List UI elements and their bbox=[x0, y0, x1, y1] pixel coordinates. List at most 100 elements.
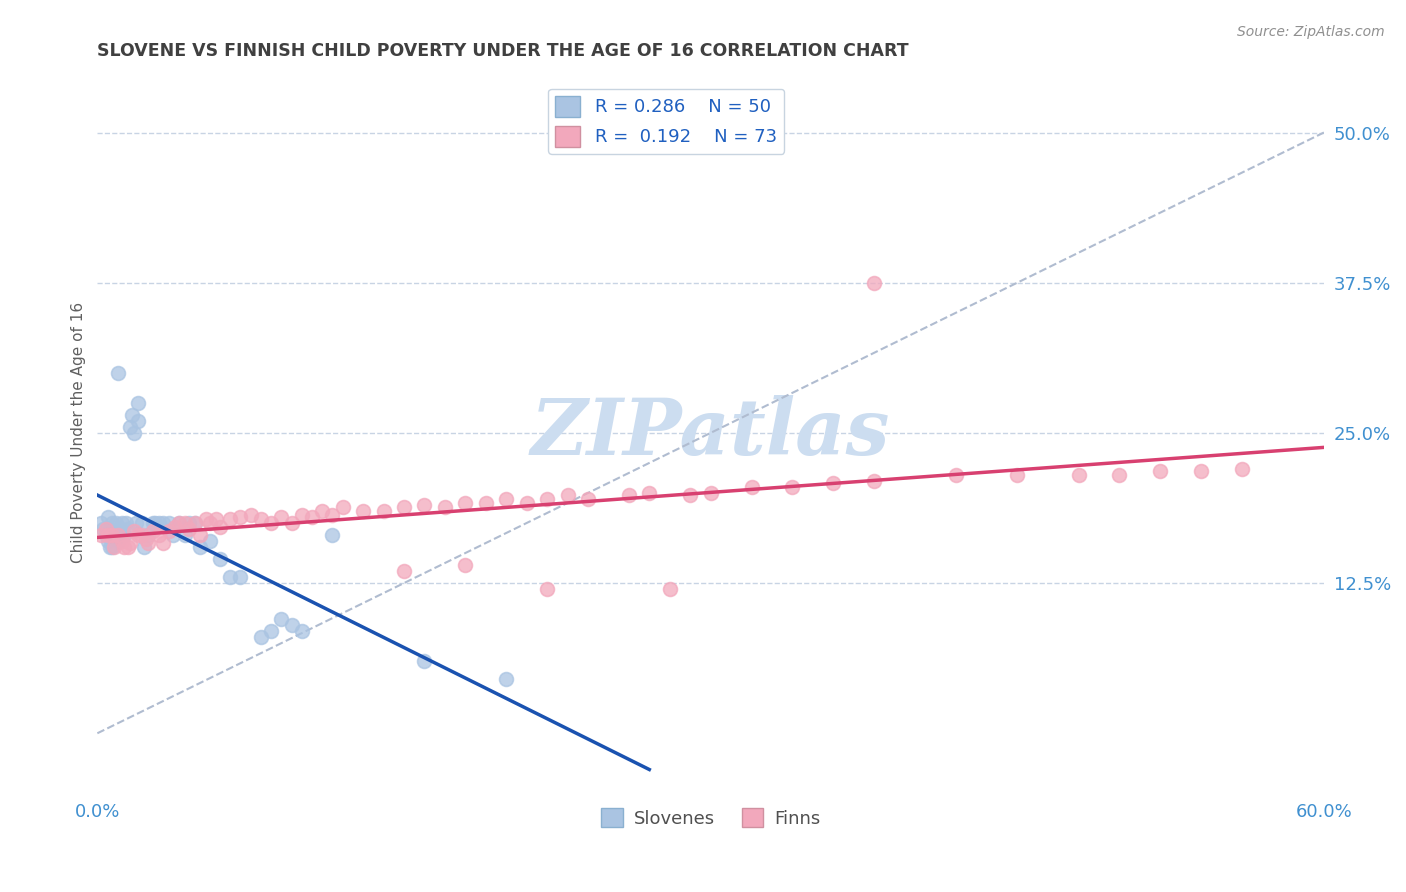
Point bbox=[270, 612, 292, 626]
Point bbox=[143, 516, 166, 530]
Point bbox=[97, 534, 120, 549]
Point bbox=[699, 486, 721, 500]
Point bbox=[115, 516, 138, 530]
Point bbox=[103, 528, 125, 542]
Point bbox=[157, 524, 180, 539]
Point bbox=[474, 495, 496, 509]
Point bbox=[1189, 464, 1212, 478]
Point bbox=[127, 414, 149, 428]
Text: ZIPatlas: ZIPatlas bbox=[531, 394, 890, 471]
Point bbox=[179, 522, 201, 536]
Point bbox=[495, 672, 517, 686]
Point bbox=[122, 524, 145, 539]
Point bbox=[1230, 462, 1253, 476]
Point bbox=[291, 508, 314, 522]
Point bbox=[163, 519, 186, 533]
Point bbox=[823, 476, 845, 491]
Point bbox=[658, 582, 681, 596]
Point bbox=[184, 516, 207, 530]
Text: SLOVENE VS FINNISH CHILD POVERTY UNDER THE AGE OF 16 CORRELATION CHART: SLOVENE VS FINNISH CHILD POVERTY UNDER T… bbox=[97, 42, 908, 60]
Point bbox=[194, 512, 217, 526]
Point bbox=[1149, 464, 1171, 478]
Point bbox=[125, 516, 148, 530]
Point bbox=[107, 528, 129, 542]
Point bbox=[152, 536, 174, 550]
Point bbox=[174, 516, 197, 530]
Point bbox=[1007, 467, 1029, 482]
Point bbox=[107, 534, 129, 549]
Point bbox=[219, 570, 242, 584]
Point bbox=[495, 491, 517, 506]
Point bbox=[433, 500, 456, 515]
Point bbox=[134, 540, 156, 554]
Point bbox=[208, 519, 231, 533]
Point bbox=[127, 528, 149, 542]
Point bbox=[111, 534, 134, 549]
Point bbox=[229, 570, 252, 584]
Point bbox=[131, 528, 153, 542]
Point bbox=[100, 540, 122, 554]
Point bbox=[104, 516, 127, 530]
Point bbox=[516, 495, 538, 509]
Point bbox=[90, 528, 112, 542]
Point bbox=[107, 366, 129, 380]
Point bbox=[208, 552, 231, 566]
Point bbox=[117, 522, 139, 536]
Point bbox=[863, 276, 886, 290]
Point bbox=[392, 500, 415, 515]
Point bbox=[97, 528, 120, 542]
Point bbox=[945, 467, 967, 482]
Point bbox=[188, 528, 211, 542]
Point bbox=[148, 516, 170, 530]
Point bbox=[141, 524, 163, 539]
Point bbox=[98, 540, 121, 554]
Text: Source: ZipAtlas.com: Source: ZipAtlas.com bbox=[1237, 25, 1385, 39]
Point bbox=[352, 504, 374, 518]
Point bbox=[100, 528, 122, 542]
Point bbox=[121, 408, 143, 422]
Point bbox=[198, 516, 221, 530]
Point bbox=[157, 516, 180, 530]
Point bbox=[782, 480, 804, 494]
Point bbox=[280, 618, 302, 632]
Point bbox=[152, 516, 174, 530]
Point bbox=[679, 488, 702, 502]
Point bbox=[112, 528, 135, 542]
Point bbox=[741, 480, 763, 494]
Point bbox=[332, 500, 354, 515]
Y-axis label: Child Poverty Under the Age of 16: Child Poverty Under the Age of 16 bbox=[72, 302, 86, 564]
Point bbox=[141, 516, 163, 530]
Point bbox=[90, 516, 112, 530]
Point bbox=[413, 498, 436, 512]
Point bbox=[131, 516, 153, 530]
Point bbox=[321, 528, 343, 542]
Point bbox=[97, 510, 120, 524]
Point bbox=[120, 420, 142, 434]
Point bbox=[100, 516, 122, 530]
Point bbox=[557, 488, 579, 502]
Point bbox=[94, 528, 117, 542]
Point bbox=[863, 474, 886, 488]
Point bbox=[321, 508, 343, 522]
Point bbox=[280, 516, 302, 530]
Point bbox=[536, 491, 558, 506]
Point bbox=[301, 510, 323, 524]
Point bbox=[638, 486, 661, 500]
Point bbox=[239, 508, 262, 522]
Point bbox=[291, 624, 314, 639]
Point bbox=[260, 624, 283, 639]
Point bbox=[250, 630, 273, 644]
Point bbox=[127, 396, 149, 410]
Point bbox=[1108, 467, 1130, 482]
Point bbox=[229, 510, 252, 524]
Point bbox=[93, 522, 115, 536]
Point bbox=[188, 540, 211, 554]
Point bbox=[138, 536, 160, 550]
Point bbox=[184, 516, 207, 530]
Point bbox=[103, 540, 125, 554]
Point bbox=[167, 516, 190, 530]
Point bbox=[174, 528, 197, 542]
Point bbox=[135, 532, 157, 546]
Point bbox=[98, 522, 121, 536]
Point bbox=[270, 510, 292, 524]
